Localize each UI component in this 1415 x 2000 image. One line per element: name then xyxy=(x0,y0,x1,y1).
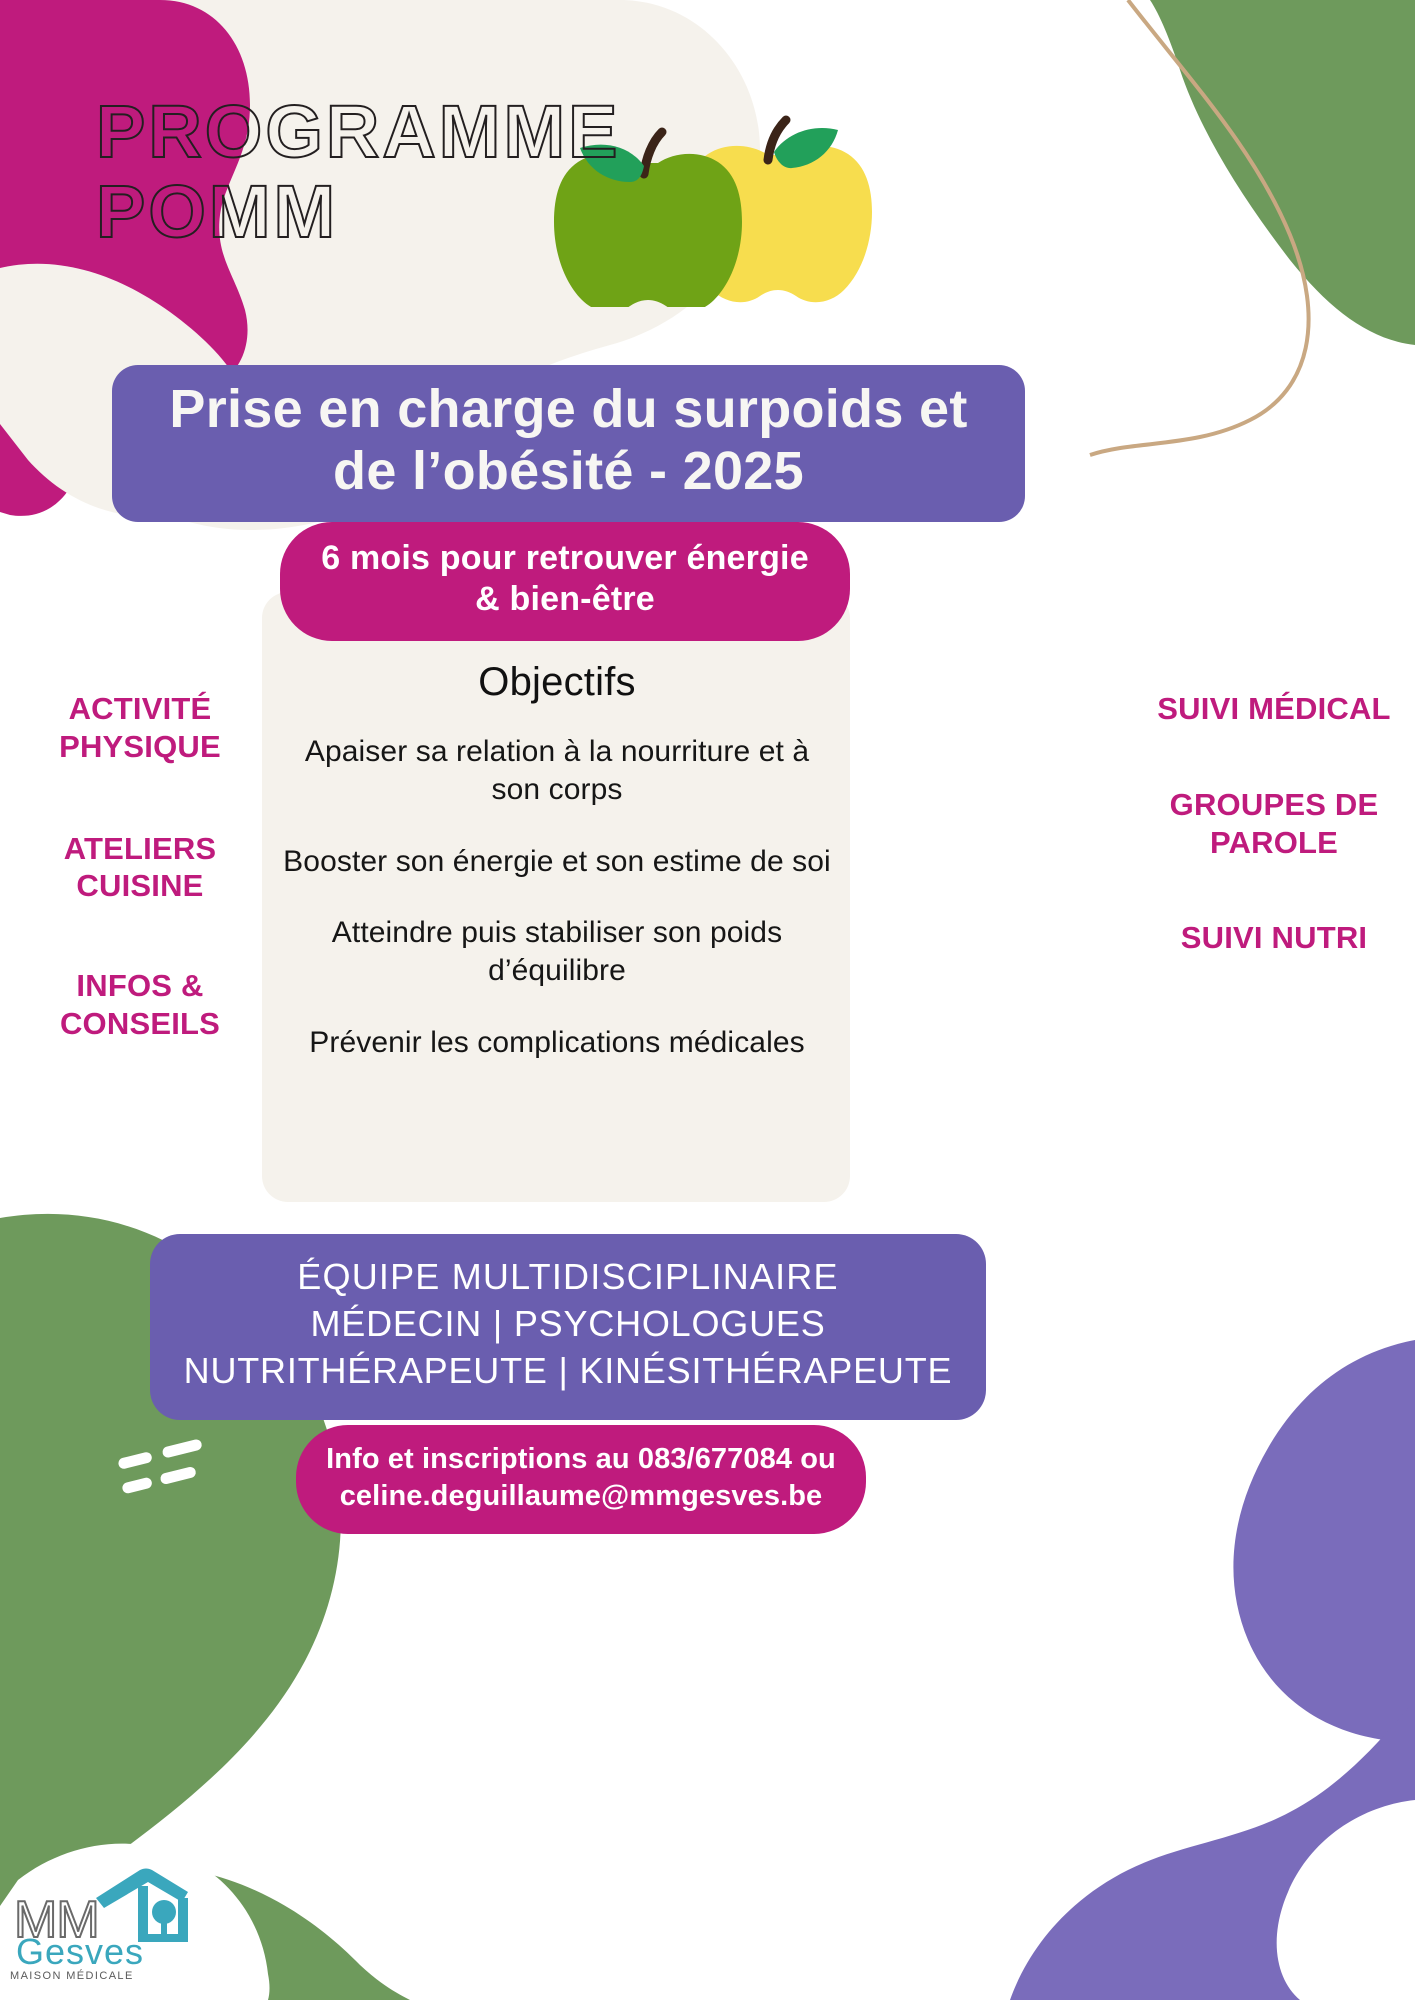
service-label-activite-physique: ACTIVITÉ PHYSIQUE xyxy=(59,691,221,764)
service-label-suivi-nutri: SUIVI NUTRI xyxy=(1180,920,1368,956)
service-label-infos-conseils: INFOS & CONSEILS xyxy=(59,968,221,1042)
tan-curve-line xyxy=(1089,0,1311,457)
team-line-1: MÉDECIN | PSYCHOLOGUES xyxy=(310,1302,826,1344)
yellow-apple-stem xyxy=(763,115,791,165)
purple-blob-bottom-right-2 xyxy=(1010,1700,1415,2000)
white-dashes xyxy=(118,1439,202,1494)
green-blob-top-right xyxy=(1150,0,1415,345)
team-line-2: NUTRITHÉRAPEUTE | KINÉSITHÉRAPEUTE xyxy=(183,1349,953,1391)
contact-email-line: celine.deguillaume@mmgesves.be xyxy=(339,1479,823,1512)
contact-phone-line: Info et inscriptions au 083/677084 ou xyxy=(326,1443,836,1475)
subtitle-text: 6 mois pour retrouver énergie & bien-êtr… xyxy=(321,539,809,619)
main-title-text: Prise en charge du surpoids et de l’obés… xyxy=(169,379,968,501)
page-title: PROGRAMME POMM xyxy=(95,90,621,253)
yellow-apple-leaf xyxy=(774,128,838,169)
purple-blob-bottom-right xyxy=(1233,1340,1415,1742)
objectives-panel xyxy=(262,592,850,1202)
objective-item: Apaiser sa relation à la nourriture et à… xyxy=(304,735,810,806)
service-label-ateliers-cuisine: ATELIERS CUISINE xyxy=(63,830,217,904)
white-notch-bottom-right xyxy=(1276,1800,1415,2000)
logo-name: Gesves xyxy=(16,1931,145,1972)
objective-item: Booster son énergie et son estime de soi xyxy=(283,844,831,878)
left-services-column: ACTIVITÉ PHYSIQUE ATELIERS CUISINE INFOS… xyxy=(24,690,256,1043)
contact-badge[interactable]: Info et inscriptions au 083/677084 ou ce… xyxy=(296,1425,866,1535)
service-label-groupes-de-parole: GROUPES DE PAROLE xyxy=(1169,786,1379,860)
team-banner: ÉQUIPE MULTIDISCIPLINAIRE MÉDECIN | PSYC… xyxy=(150,1234,986,1421)
objective-item: Atteindre puis stabiliser son poids d’éq… xyxy=(331,916,783,988)
team-heading: ÉQUIPE MULTIDISCIPLINAIRE xyxy=(297,1256,839,1297)
objective-item: Prévenir les complications médicales xyxy=(309,1025,805,1059)
subtitle-badge: 6 mois pour retrouver énergie & bien-êtr… xyxy=(280,522,850,641)
logo-tagline: MAISON MÉDICALE xyxy=(10,1970,134,1982)
main-title-banner: Prise en charge du surpoids et de l’obés… xyxy=(112,365,1025,523)
service-label-suivi-medical: SUIVI MÉDICAL xyxy=(1157,691,1391,726)
objectives-heading: Objectifs xyxy=(478,660,636,704)
objectives-content: Objectifs Apaiser sa relation à la nourr… xyxy=(272,660,842,1062)
right-services-column: SUIVI MÉDICAL GROUPES DE PAROLE SUIVI NU… xyxy=(1156,690,1392,957)
logo: MM Gesves MAISON MÉDICALE xyxy=(6,1864,196,1996)
